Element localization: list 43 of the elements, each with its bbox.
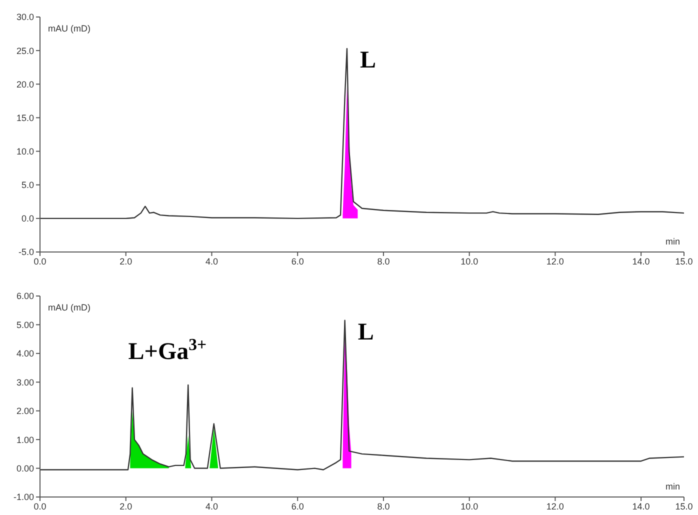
x-tick-label: 15.0 <box>675 501 693 512</box>
x-tick-label: 6.0 <box>291 256 304 266</box>
x-axis-title: min <box>665 236 680 246</box>
x-tick-label: 14.0 <box>632 256 650 266</box>
annotation: L <box>358 319 374 346</box>
y-tick-label: 25.0 <box>16 46 34 56</box>
y-tick-label: 3.00 <box>16 377 34 388</box>
y-tick-label: 6.00 <box>16 291 34 302</box>
x-axis-title: min <box>665 481 680 492</box>
y-tick-label: 4.00 <box>16 348 34 359</box>
x-tick-label: 2.0 <box>120 501 132 512</box>
x-tick-label: 14.0 <box>632 501 650 512</box>
x-tick-label: 12.0 <box>546 501 564 512</box>
y-axis-title: mAU (mD) <box>48 302 90 312</box>
y-tick-label: 15.0 <box>16 112 34 123</box>
x-tick-label: 8.0 <box>377 256 390 266</box>
y-tick-label: 20.0 <box>16 79 34 90</box>
x-tick-label: 10.0 <box>460 256 478 266</box>
y-axis-title: mAU (mD) <box>48 23 90 34</box>
x-tick-label: 2.0 <box>120 256 132 266</box>
y-tick-label: 5.0 <box>21 180 34 190</box>
annotation: L+Ga$^{3+}$ <box>128 334 207 365</box>
x-tick-label: 12.0 <box>546 256 564 266</box>
y-tick-label: -5.0 <box>18 247 34 258</box>
x-tick-label: 6.0 <box>291 501 304 512</box>
annotation: L <box>360 48 376 74</box>
y-tick-label: 0.0 <box>21 214 34 224</box>
x-tick-label: 8.0 <box>377 501 390 512</box>
x-tick-label: 15.0 <box>675 256 693 266</box>
line-series <box>40 320 684 470</box>
y-tick-label: -1.00 <box>13 492 34 502</box>
x-tick-label: 0.0 <box>34 256 46 266</box>
x-tick-label: 4.0 <box>205 256 218 266</box>
line-series <box>40 48 684 220</box>
y-tick-label: 0.00 <box>16 463 34 474</box>
y-tick-label: 30.0 <box>16 12 34 22</box>
x-tick-label: 10.0 <box>460 501 478 512</box>
x-tick-label: 0.0 <box>34 501 46 512</box>
y-tick-label: 5.00 <box>16 320 34 330</box>
x-tick-label: 4.0 <box>205 501 218 512</box>
y-tick-label: 2.00 <box>16 406 34 416</box>
y-tick-label: 10.0 <box>16 146 34 156</box>
y-tick-label: 1.00 <box>16 434 34 445</box>
